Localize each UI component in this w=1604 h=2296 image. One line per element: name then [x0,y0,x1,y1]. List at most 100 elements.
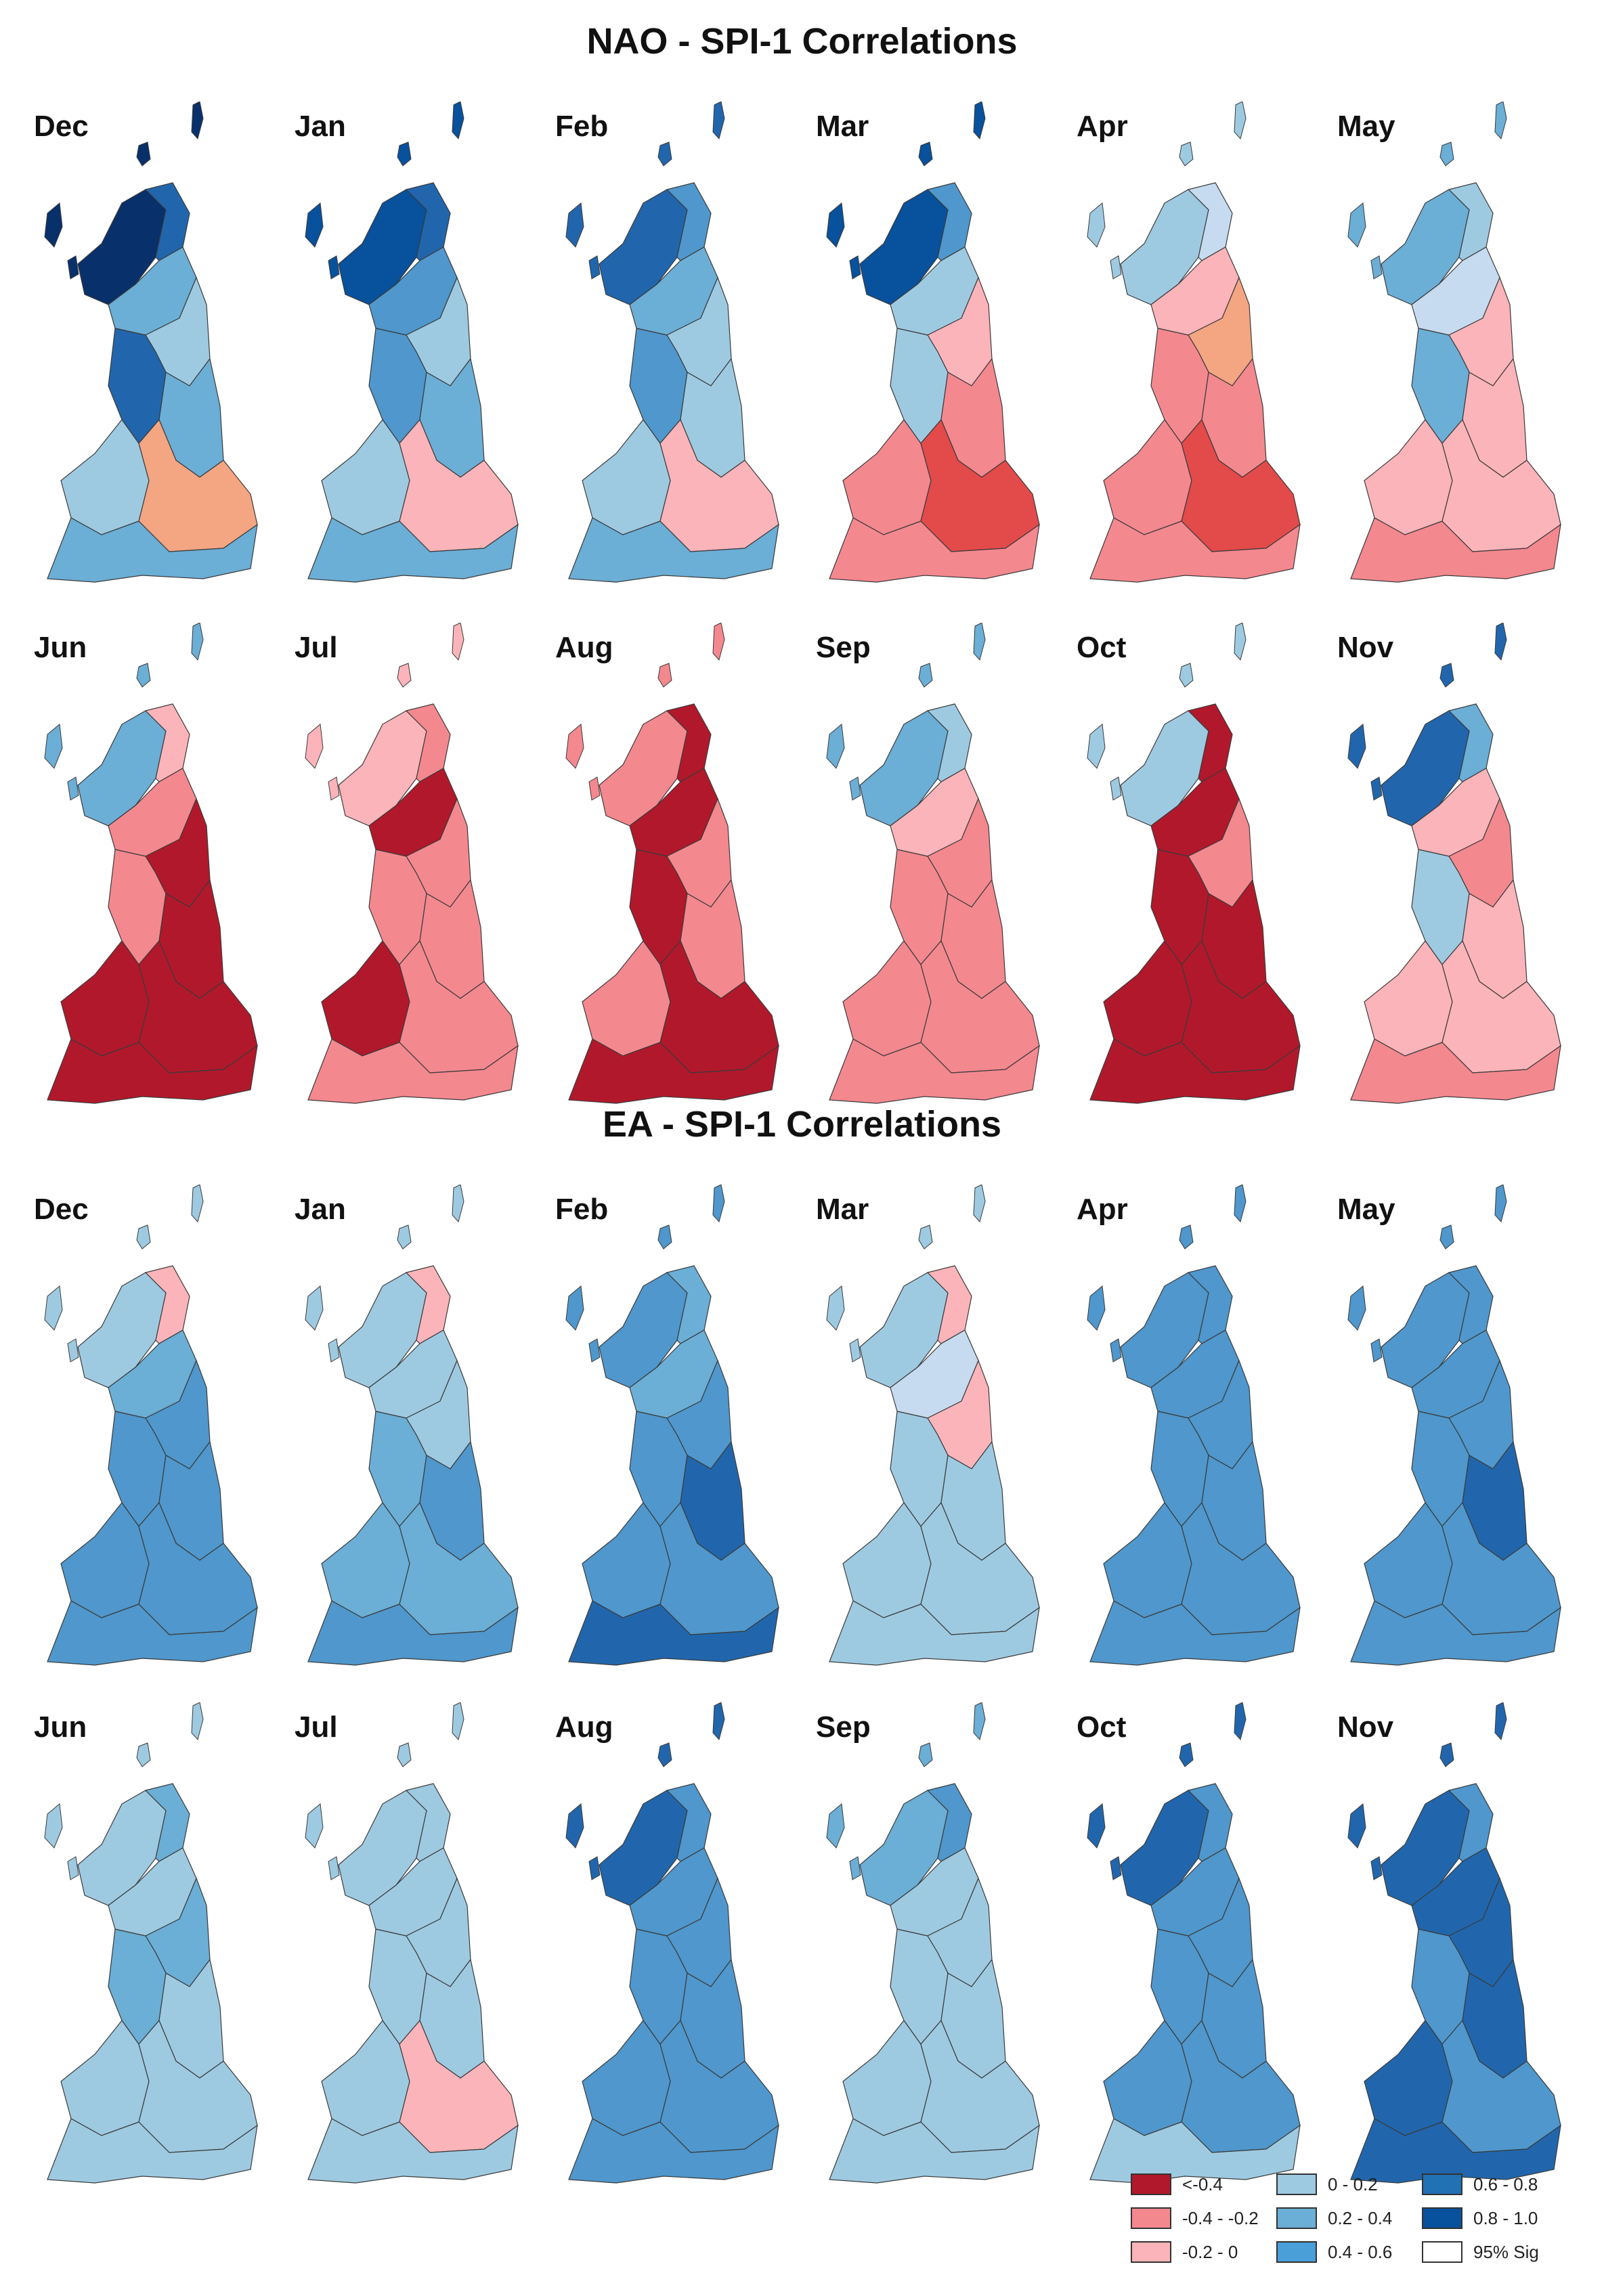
map-region [338,710,427,826]
map-region [307,517,519,583]
map-island [1234,1702,1247,1741]
map-island [849,1856,861,1880]
map-region [77,710,167,826]
map-island [1370,1338,1383,1363]
map-island [1179,1742,1194,1767]
map-island [397,663,412,688]
month-label: Mar [816,110,869,143]
map-island [67,776,79,801]
map-island [305,724,324,769]
map-island [918,1742,933,1767]
month-label: Nov [1337,1710,1394,1744]
map-island [1494,102,1507,140]
uk-map [565,1185,779,1666]
map-region [1089,1038,1301,1104]
map-panel: Jan [281,102,538,616]
map-region [829,2118,1040,2184]
month-label: Jul [295,631,338,664]
map-region [659,1501,779,1635]
map-panel: Aug [542,1702,799,2217]
map-island [1087,202,1106,248]
map-region [138,1501,258,1635]
map-region [47,1600,258,1666]
map-region [1181,940,1301,1074]
legend-label: 0.2 - 0.4 [1328,2207,1393,2228]
map-island [67,255,79,280]
map-island [1179,663,1194,688]
map-region [77,1272,167,1388]
uk-map [1087,1702,1301,2184]
map-panel: Feb [542,102,799,616]
map-island [136,1224,151,1250]
map-island [565,202,584,248]
month-label: Apr [1077,110,1128,143]
uk-map [826,102,1040,583]
map-region [599,189,688,305]
month-label: Sep [816,631,871,664]
legend-label: 95% Sig [1473,2241,1539,2262]
map-region [920,418,1040,552]
map-island [973,1702,986,1741]
month-label: Oct [1077,1710,1127,1744]
map-island [452,1702,464,1741]
map-panel: Dec [20,1185,278,1699]
map-panel: Oct [1063,1702,1320,2217]
month-label: Mar [816,1193,869,1226]
map-island [44,724,63,769]
map-region [1089,517,1301,583]
map-island [1439,1224,1454,1250]
map-region [138,2019,258,2153]
map-region [859,1790,949,1906]
map-region [829,517,1040,583]
map-island [305,1285,324,1331]
map-region [1350,1600,1561,1666]
map-panel: May [1324,102,1581,616]
map-island [918,141,933,167]
map-panel: Nov [1324,623,1581,1137]
month-label: Sep [816,1710,871,1744]
map-island [328,255,340,280]
uk-map [1087,623,1301,1104]
map-panel: Oct [1063,623,1320,1137]
map-island [67,1338,79,1363]
map-region [399,418,519,552]
map-region [568,2118,779,2184]
legend-item: 0.2 - 0.4 [1276,2203,1392,2233]
map-island [565,724,584,769]
map-island [1439,1742,1454,1767]
month-label: Aug [555,1710,613,1744]
legend-swatch [1276,2241,1317,2263]
map-region [1120,1790,1209,1906]
legend-item: -0.2 - 0 [1131,2237,1238,2267]
map-island [657,663,672,688]
map-region [659,2019,779,2153]
month-label: Jul [295,1710,338,1744]
map-panel: Jun [20,1702,278,2217]
map-island [397,1742,412,1767]
legend-label: 0.8 - 1.0 [1473,2207,1538,2228]
map-region [568,1038,779,1104]
map-island [1370,255,1383,280]
legend-label: -0.2 - 0 [1182,2241,1238,2262]
map-panel: Sep [802,623,1060,1137]
map-region [829,1038,1040,1104]
map-island [1439,141,1454,167]
legend-swatch [1131,2207,1171,2229]
map-panel: May [1324,1185,1581,1699]
map-island [712,102,725,140]
month-label: Jan [295,1193,346,1226]
map-island [849,776,861,801]
map-region [138,418,258,552]
month-label: Oct [1077,631,1127,664]
map-panel: Jul [281,1702,538,2217]
map-panel: Jul [281,623,538,1137]
map-island [44,202,63,248]
map-region [920,2019,1040,2153]
map-island [826,202,845,248]
map-island [1370,1856,1383,1880]
map-island [136,1742,151,1767]
map-region [338,189,427,305]
map-island [191,623,204,661]
map-island [657,1742,672,1767]
map-island [305,1803,324,1849]
